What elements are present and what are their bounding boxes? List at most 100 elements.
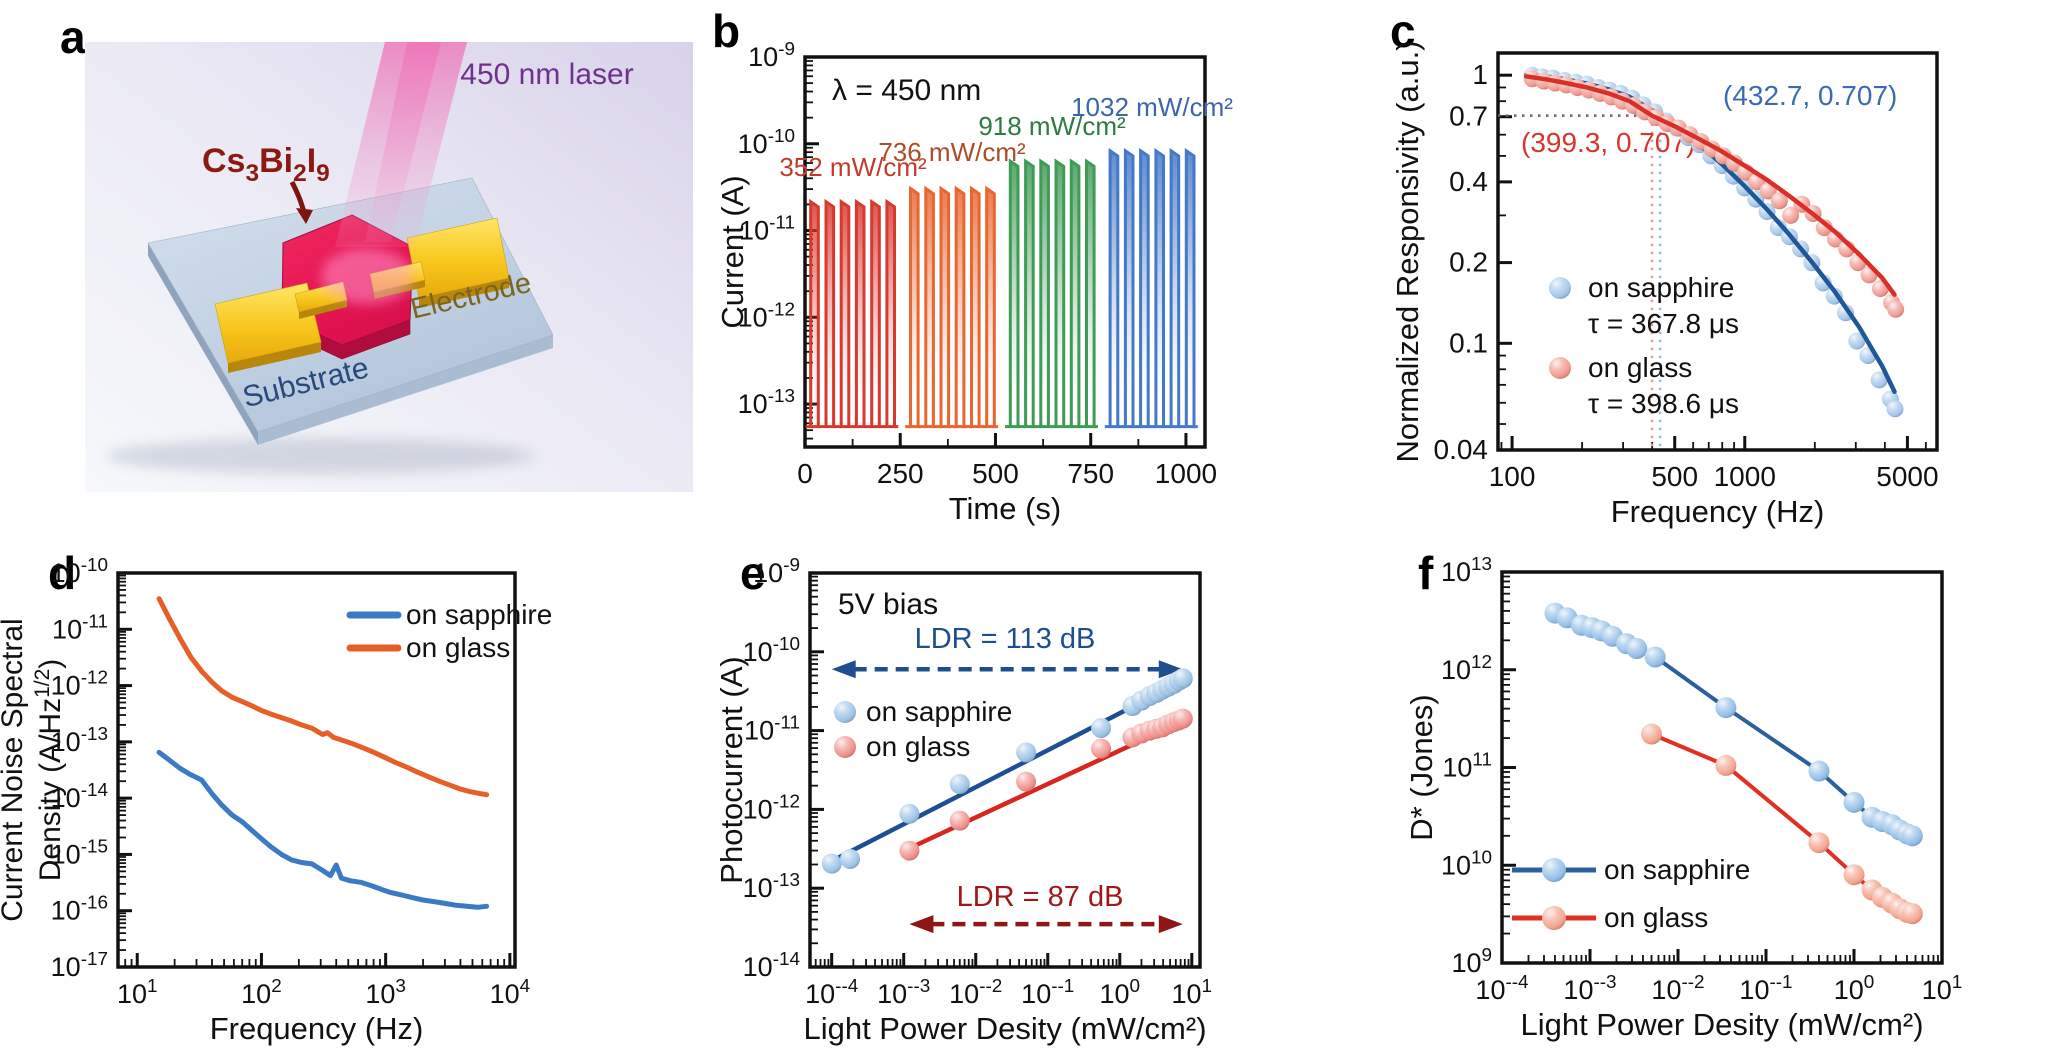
light-pulse (1069, 158, 1081, 429)
scatter-point (1848, 332, 1866, 350)
light-pulse (924, 185, 935, 429)
light-pulse (839, 198, 851, 429)
y-tick-label: 10-17 (51, 949, 108, 982)
legend-label: on sapphire (406, 599, 552, 630)
light-pulse (885, 198, 896, 429)
y-tick-label: 10-11 (744, 713, 800, 746)
chart-panel-d: 101 102 103 104 10-10 10-11 10-12 10-13 10-14 10-… (0, 555, 552, 1046)
electrode-left-arm-side (299, 300, 347, 319)
fit-curve (1523, 74, 1897, 297)
light-pulse (1184, 147, 1196, 429)
scatter-point (949, 774, 970, 795)
scatter-point (821, 853, 842, 874)
y-axis-title-line: Density (A/Hz1/2) (31, 659, 67, 882)
scatter-point (899, 840, 920, 861)
power-density-label: 1032 mW/cm² (1071, 92, 1233, 122)
x-tick-label: 10--3 (877, 976, 930, 1009)
x-axis-title: Light Power Desity (mW/cm²) (803, 1011, 1206, 1046)
wavelength-annotation: λ = 450 nm (832, 74, 981, 107)
scatter-point (1016, 742, 1037, 763)
panel-label-d: d (48, 547, 77, 599)
panel-label-f: f (1418, 547, 1434, 599)
device-schematic: 450 nm laser Cs3Bi2I9 Electrode Substrat… (85, 42, 693, 492)
scatter-point (1782, 206, 1800, 224)
electrode-right-pad-side (419, 278, 509, 308)
scatter-point (1901, 903, 1923, 925)
scatter-point (1901, 825, 1923, 847)
light-pulse (1085, 158, 1096, 429)
scatter-point (1843, 864, 1865, 886)
material-arrowhead (296, 208, 313, 224)
y-tick-label: 0.2 (1449, 247, 1488, 278)
y-tick-label: 10-10 (743, 634, 800, 667)
legend-tau-label: τ = 367.8 μs (1588, 308, 1739, 339)
light-pulse (985, 185, 996, 429)
chart-panel-c: 100 500 1000 5000 1 0.7 0.4 0.2 0.1 0.04 Frequency… (1390, 40, 1939, 529)
y-tick-label: 1012 (1441, 652, 1492, 685)
light-pulse (824, 198, 836, 429)
scatter-point (1715, 697, 1737, 719)
y-tick-label: 10-13 (51, 724, 108, 757)
panel-label-a: a (60, 11, 86, 63)
legend-label: on sapphire (1588, 272, 1734, 303)
x-tick-label: 102 (241, 976, 282, 1009)
y-tick-label: 10-15 (51, 836, 108, 869)
scatter-point (1091, 717, 1112, 738)
axis-frame (116, 571, 517, 969)
light-pulse (1139, 147, 1150, 429)
light-pulse (939, 185, 951, 429)
y-tick-label: 10-10 (738, 126, 795, 159)
light-pulse (1008, 158, 1020, 429)
y-tick-label: 10-11 (739, 213, 795, 246)
panel-label-c: c (1390, 5, 1416, 57)
slab-left-side (148, 243, 258, 445)
arrowhead (831, 660, 856, 679)
laser-spot-glow (321, 248, 413, 304)
cutoff-annotation: (432.7, 0.707) (1723, 80, 1897, 111)
legend-label: on sapphire (1604, 854, 1750, 885)
x-tick-label: 103 (365, 976, 406, 1009)
power-density-label: 918 mW/cm² (978, 111, 1126, 141)
y-axis-title-line: Current Noise Spectral (0, 618, 29, 921)
material-label: Cs3Bi2I9 (202, 142, 330, 187)
x-tick-label: 101 (1172, 976, 1213, 1009)
light-pulse (809, 198, 820, 429)
legend-marker (1542, 858, 1566, 882)
scatter-point (1759, 182, 1777, 200)
axis-frame (808, 571, 1202, 969)
legend-label: on glass (1604, 902, 1708, 933)
x-axis-title: Frequency (Hz) (210, 1011, 424, 1046)
light-pulse (1024, 158, 1035, 429)
light-pulse (1108, 147, 1120, 429)
scatter-point (1715, 754, 1737, 776)
y-tick-label: 10-11 (52, 611, 108, 644)
y-tick-label: 10-14 (743, 949, 800, 982)
arrowhead (1158, 660, 1183, 679)
arrowhead (1158, 915, 1183, 934)
y-tick-label: 10-10 (51, 555, 108, 588)
axis-frame (803, 55, 1207, 449)
panel-label-b: b (712, 5, 741, 57)
y-tick-label: 0.7 (1449, 101, 1488, 132)
y-tick-label: 10-12 (743, 791, 800, 824)
chart-panel-b: 0 250 500 750 1000 10-9 10-10 10-11 10-12 10-13 Ti… (715, 39, 1233, 526)
legend-label: on glass (866, 731, 970, 762)
light-pulse (1039, 158, 1050, 429)
scatter-point (899, 803, 920, 824)
light-pulse (909, 185, 920, 429)
power-density-label: 352 mW/cm² (779, 152, 927, 182)
panel-label-e: e (740, 547, 766, 599)
slab-shadow (105, 438, 535, 474)
legend-marker (1549, 277, 1571, 299)
x-tick-label: 10--4 (1475, 972, 1528, 1005)
scatter-point (1870, 371, 1888, 389)
legend-label: on sapphire (866, 696, 1012, 727)
axis-frame (1496, 51, 1939, 452)
electrode-left (214, 281, 348, 373)
x-axis-title: Light Power Desity (mW/cm²) (1520, 1007, 1923, 1042)
x-axis-title: Frequency (Hz) (1611, 494, 1825, 529)
x-tick-label: 500 (1651, 461, 1698, 492)
light-pulse (854, 198, 866, 429)
